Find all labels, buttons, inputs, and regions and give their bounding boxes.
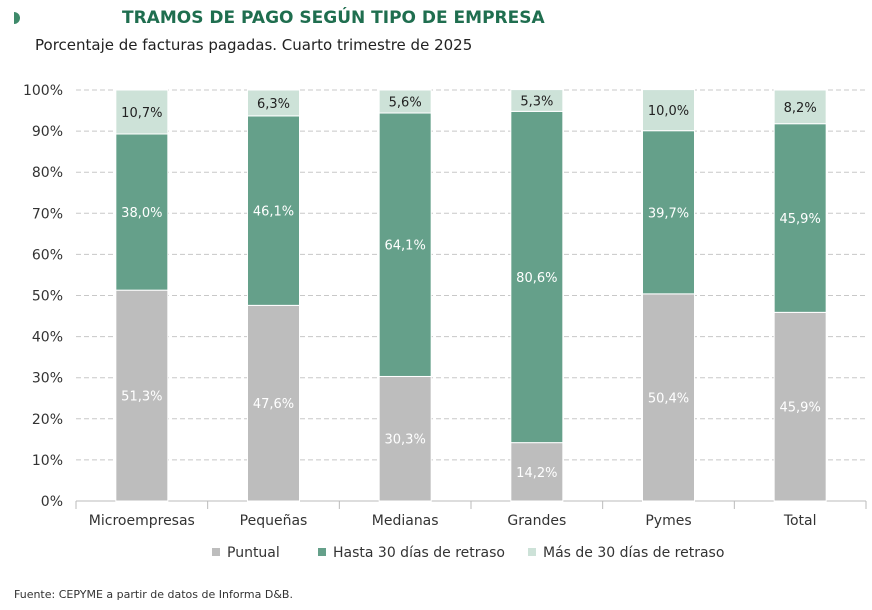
data-label: 10,7% <box>121 106 162 121</box>
x-tick-label: Total <box>783 513 817 529</box>
y-tick-label: 60% <box>32 247 63 263</box>
data-label: 14,2% <box>516 466 557 481</box>
title-marker-icon <box>14 12 20 24</box>
bar-segment <box>247 304 300 502</box>
bar-segment <box>773 123 827 313</box>
data-label: 51,3% <box>121 390 162 405</box>
bar-segment <box>642 293 695 502</box>
data-label: 80,6% <box>516 271 557 286</box>
data-label: 5,6% <box>389 96 422 111</box>
legend-swatch <box>318 548 326 556</box>
bar-segment <box>510 442 564 502</box>
y-tick-label: 10% <box>32 453 63 469</box>
legend-label: Hasta 30 días de retraso <box>333 545 505 561</box>
y-tick-label: 20% <box>32 412 63 428</box>
x-tick-label: Pymes <box>645 513 691 529</box>
bar-segment <box>247 89 300 117</box>
legend-swatch <box>528 548 536 556</box>
bar-segment <box>773 311 827 502</box>
y-tick-label: 70% <box>32 206 63 222</box>
data-label: 50,4% <box>648 391 689 406</box>
data-label: 46,1% <box>253 205 294 220</box>
x-tick-label: Medianas <box>372 513 439 529</box>
data-label: 45,9% <box>780 401 821 416</box>
bar-segment <box>642 130 695 295</box>
data-label: 47,6% <box>253 397 294 412</box>
y-tick-label: 80% <box>32 165 63 181</box>
x-tick-label: Pequeñas <box>240 513 308 529</box>
y-tick-label: 90% <box>32 124 63 140</box>
bar-segment <box>378 112 432 377</box>
y-tick-label: 50% <box>32 289 63 305</box>
y-tick-label: 0% <box>41 494 63 510</box>
bar-segment <box>510 110 564 444</box>
data-label: 5,3% <box>520 94 553 109</box>
source-note: Fuente: CEPYME a partir de datos de Info… <box>14 588 293 601</box>
bar-segment <box>510 89 564 112</box>
data-label: 64,1% <box>385 239 426 254</box>
data-label: 8,2% <box>784 101 817 116</box>
data-label: 6,3% <box>257 97 290 112</box>
chart-subtitle: Porcentaje de facturas pagadas. Cuarto t… <box>35 36 473 54</box>
bar-segment <box>378 375 432 502</box>
x-tick-label: Microempresas <box>89 513 195 529</box>
legend-label: Puntual <box>227 545 280 561</box>
legend-label: Más de 30 días de retraso <box>543 545 724 561</box>
y-tick-label: 40% <box>32 330 63 346</box>
legend-swatch <box>212 548 220 556</box>
bar-segment <box>115 289 169 502</box>
data-label: 30,3% <box>385 433 426 448</box>
bar-segment <box>642 89 695 132</box>
bar-segment <box>115 133 169 291</box>
bar-segment <box>115 89 169 135</box>
chart-title: TRAMOS DE PAGO SEGÚN TIPO DE EMPRESA <box>122 8 545 28</box>
data-label: 45,9% <box>780 212 821 227</box>
bar-segment <box>773 89 827 125</box>
x-tick-label: Grandes <box>507 513 566 529</box>
bar-segment <box>247 115 300 306</box>
data-label: 10,0% <box>648 104 689 119</box>
y-tick-label: 100% <box>23 83 63 99</box>
bar-segment <box>378 89 432 114</box>
data-label: 39,7% <box>648 206 689 221</box>
data-label: 38,0% <box>121 206 162 221</box>
y-tick-label: 30% <box>32 371 63 387</box>
